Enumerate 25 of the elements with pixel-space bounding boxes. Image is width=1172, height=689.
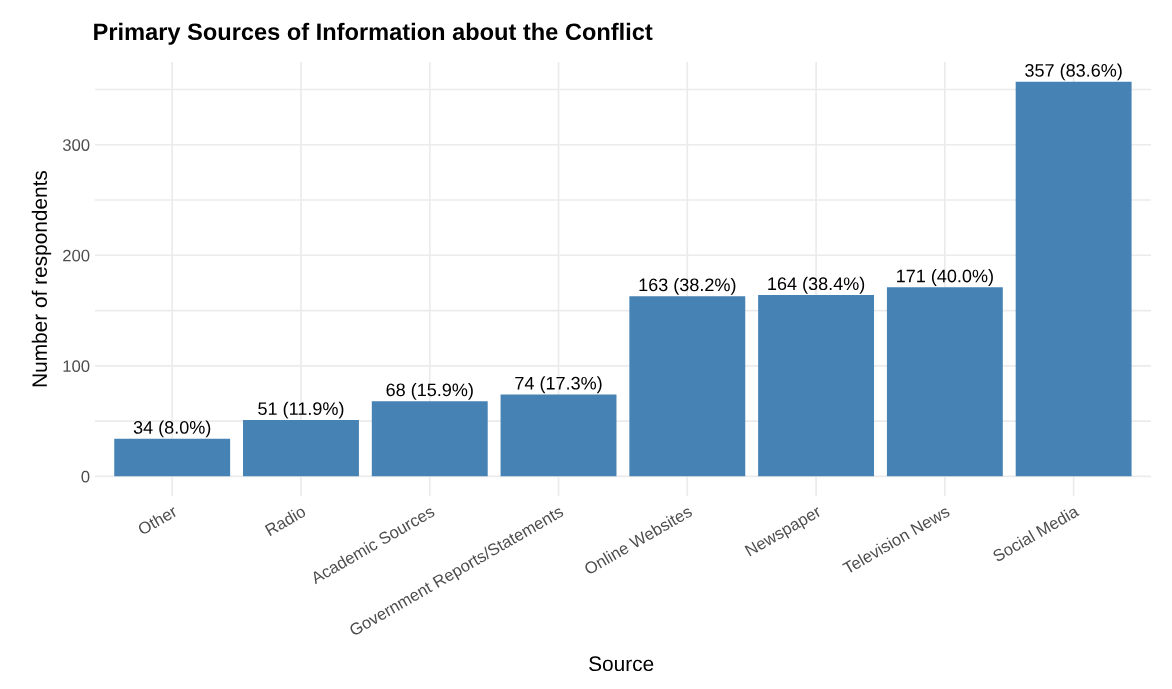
y-tick-label: 300: [62, 139, 90, 151]
bar: [371, 401, 488, 477]
y-tick-label: 0: [81, 470, 90, 483]
x-tick-label: Radio: [264, 504, 307, 537]
bar: [886, 287, 1003, 477]
data-label: 357 (83.6%): [1025, 63, 1122, 81]
bar: [758, 295, 875, 477]
bar: [243, 419, 359, 477]
chart-title: Primary Sources of Information about the Conflict: [94, 22, 653, 45]
bar: [629, 296, 746, 477]
x-tick-label: Other: [136, 504, 179, 536]
bar: [114, 438, 231, 477]
data-label: 163 (38.2%): [639, 277, 736, 295]
data-label: 68 (15.9%): [386, 382, 473, 400]
x-axis-title: Source: [589, 656, 654, 672]
data-label: 74 (17.3%): [515, 376, 602, 394]
data-label: 34 (8.0%): [133, 420, 211, 438]
data-label: 164 (38.4%): [768, 276, 865, 294]
data-label: 171 (40.0%): [897, 269, 993, 286]
bar: [1015, 81, 1132, 477]
y-axis-title: Number of respondents: [31, 170, 52, 387]
bar: [500, 394, 617, 477]
data-label: 51 (11.9%): [258, 401, 344, 419]
y-tick-label: 100: [63, 360, 90, 373]
y-tick-label: 200: [63, 249, 90, 262]
